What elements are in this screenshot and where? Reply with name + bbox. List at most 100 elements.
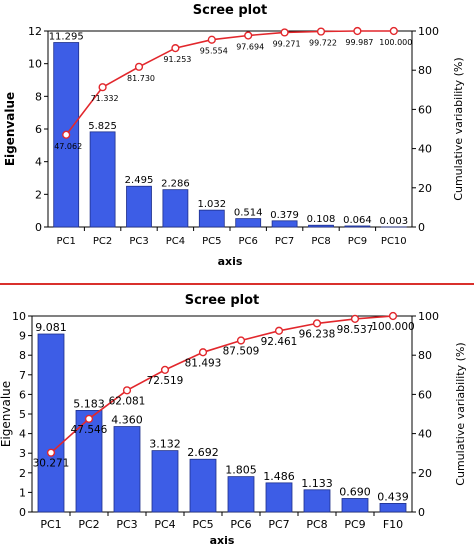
cumulative-value-label: 100.000 (371, 321, 414, 333)
left-axis-tick-label: 12 (28, 25, 42, 38)
bar-pc9 (341, 498, 369, 513)
bar-value-label: 0.003 (379, 216, 408, 227)
bar-value-label: 2.286 (161, 179, 190, 190)
x-tick-label: PC1 (40, 518, 61, 531)
x-axis-title: axis (218, 255, 243, 268)
left-axis-tick-label: 6 (35, 123, 42, 136)
x-axis-title: axis (210, 534, 235, 547)
bar-pc4 (162, 189, 189, 228)
x-tick-label: PC9 (348, 236, 367, 247)
bar-pc5 (189, 458, 217, 513)
bar-pc2 (89, 131, 116, 228)
y-axis-title: Eigenvalue (0, 381, 13, 447)
bar-f10 (379, 502, 407, 513)
cumulative-value-label: 47.062 (54, 142, 82, 151)
bar-value-label: 3.132 (149, 438, 181, 451)
left-axis-tick-label: 4 (35, 156, 42, 169)
left-axis-tick-label: 3 (19, 447, 26, 460)
cumulative-value-label: 98.537 (337, 324, 374, 336)
cumulative-point (353, 26, 362, 36)
bar-pc8 (308, 224, 334, 228)
left-axis-tick-label: 4 (19, 428, 26, 441)
right-axis-tick-label: 60 (418, 103, 432, 116)
cumulative-value-label: 100.000 (379, 38, 412, 47)
cumulative-point (160, 365, 170, 374)
cumulative-value-label: 87.509 (223, 345, 260, 357)
x-tick-label: F10 (383, 518, 403, 531)
right-axis-tick-label: 80 (418, 64, 432, 77)
bar-value-label: 0.379 (270, 210, 299, 221)
cumulative-value-label: 99.987 (345, 38, 373, 47)
left-axis-tick-label: 7 (19, 369, 26, 382)
right-axis-tick-label: 80 (418, 349, 432, 362)
bar-value-label: 5.825 (88, 121, 117, 132)
cumulative-value-label: 99.722 (309, 39, 337, 48)
cumulative-line (65, 30, 394, 136)
bar-pc9 (344, 225, 371, 228)
right-axis-tick-label: 100 (418, 25, 439, 38)
cumulative-point (244, 31, 253, 40)
cumulative-point (84, 414, 94, 423)
x-tick-label: PC6 (230, 518, 251, 531)
cumulative-value-label: 97.694 (236, 43, 264, 52)
cumulative-point (46, 448, 56, 457)
left-axis-tick-label: 6 (19, 388, 26, 401)
y2-axis-title: Cumulative variability (%) (454, 342, 467, 485)
x-tick-label: PC8 (306, 518, 327, 531)
left-axis-tick-label: 5 (19, 408, 26, 421)
left-axis-tick-label: 1 (19, 486, 26, 499)
x-tick-label: PC1 (57, 236, 76, 247)
bar-value-label: 0.439 (377, 490, 409, 503)
x-tick-label: PC7 (275, 236, 294, 247)
x-tick-label: PC2 (78, 518, 99, 531)
cumulative-value-label: 62.081 (109, 395, 146, 407)
cumulative-value-label: 71.332 (91, 94, 119, 103)
x-tick-label: PC10 (381, 236, 407, 247)
panel-divider (0, 283, 474, 285)
bar-value-label: 5.183 (73, 397, 105, 410)
left-axis-tick-label: 8 (35, 90, 42, 103)
bar-value-label: 9.081 (35, 321, 67, 334)
x-tick-label: PC5 (202, 236, 221, 247)
bar-pc6 (227, 476, 255, 513)
bar-pc8 (303, 489, 331, 513)
x-tick-label: PC9 (344, 518, 365, 531)
bar-value-label: 1.133 (301, 477, 333, 490)
cumulative-point (274, 326, 284, 335)
bar-pc3 (113, 426, 141, 513)
cumulative-point (389, 26, 398, 36)
cumulative-point (122, 386, 132, 395)
y-axis-title: Eigenvalue (3, 92, 17, 166)
x-tick-label: PC3 (129, 236, 148, 247)
bar-value-label: 1.805 (225, 464, 257, 477)
x-tick-label: PC5 (192, 518, 213, 531)
bar-pc3 (126, 185, 152, 228)
left-axis-tick-label: 10 (12, 310, 26, 323)
right-axis-tick-label: 0 (418, 221, 425, 234)
cumulative-point (388, 311, 398, 321)
bar-value-label: 2.495 (125, 175, 154, 186)
left-axis-tick-label: 9 (19, 330, 26, 343)
bar-value-label: 0.514 (234, 208, 263, 219)
chart-title: Scree plot (185, 293, 260, 308)
cumulative-point (171, 44, 180, 53)
bar-value-label: 1.032 (197, 199, 226, 210)
bar-pc7 (265, 482, 293, 513)
scree-chart-2: Scree plot0123456789100204060801009.0815… (0, 293, 467, 547)
bar-value-label: 11.295 (49, 32, 84, 43)
cumulative-value-label: 72.519 (147, 375, 184, 387)
bar-value-label: 0.064 (343, 215, 372, 226)
cumulative-point (316, 27, 326, 36)
cumulative-point (62, 130, 71, 139)
left-axis-tick-label: 10 (28, 58, 42, 71)
bar-value-label: 0.690 (339, 485, 371, 498)
x-tick-label: PC6 (239, 236, 258, 247)
right-axis-tick-label: 100 (418, 310, 439, 323)
right-axis-tick-label: 20 (418, 467, 432, 480)
bar-pc4 (151, 450, 179, 513)
cumulative-point (98, 83, 107, 92)
x-tick-label: PC3 (116, 518, 137, 531)
bar-pc1 (37, 333, 65, 513)
cumulative-point (280, 28, 289, 37)
